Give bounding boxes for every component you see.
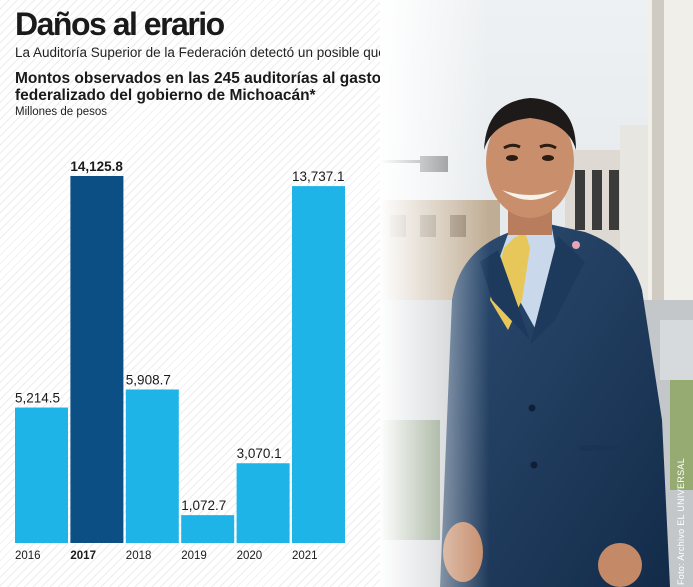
bar-2018 — [125, 389, 179, 543]
chart-title: Montos observados en las 245 auditorías … — [15, 70, 382, 104]
x-tick-2020: 2020 — [237, 550, 263, 562]
value-label-2018: 5,908.7 — [126, 372, 171, 387]
value-label-2019: 1,072.7 — [181, 498, 226, 513]
x-tick-2017: 2017 — [70, 550, 96, 562]
x-tick-2021: 2021 — [292, 550, 318, 562]
bar-2017 — [70, 176, 124, 543]
bar-2020 — [236, 463, 290, 543]
value-label-2020: 3,070.1 — [237, 446, 282, 461]
x-tick-2016: 2016 — [15, 550, 41, 562]
bar-2021 — [292, 186, 345, 543]
value-label-2016: 5,214.5 — [15, 391, 60, 406]
value-label-2021: 13,737.1 — [292, 169, 345, 184]
x-tick-2018: 2018 — [126, 550, 152, 562]
x-tick-2019: 2019 — [181, 550, 207, 562]
photo-credit: Foto: Archivo EL UNIVERSAL — [676, 457, 686, 585]
politician-photo — [380, 0, 693, 587]
bar-chart: 5,214.5 2016 14,125.8 2017 5,908.7 2018 1,072.… — [15, 159, 345, 562]
bar-2016 — [15, 407, 68, 543]
bar-2019 — [181, 515, 235, 543]
headline: Daños al erario — [15, 6, 225, 42]
y-axis-label: Millones de pesos — [15, 106, 108, 118]
value-label-2017: 14,125.8 — [70, 159, 123, 174]
